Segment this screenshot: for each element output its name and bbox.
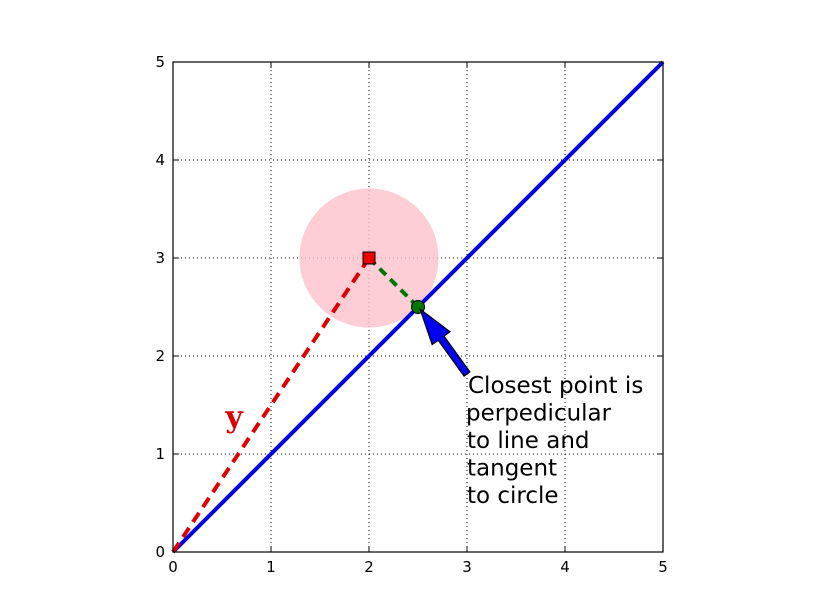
vector-y-line [171, 256, 371, 554]
y-tick-label: 2 [155, 347, 165, 365]
y-tick-label: 3 [155, 249, 165, 267]
annotation-text-line: to circle [467, 483, 559, 509]
y-tick-label: 0 [155, 543, 165, 561]
x-tick-label: 3 [462, 558, 472, 576]
vector-y-label: y [224, 400, 244, 435]
annotation-text-line: tangent [467, 456, 557, 482]
point-y-marker [362, 251, 376, 265]
x-tick-label: 0 [168, 558, 178, 576]
x-tick-label: 1 [266, 558, 276, 576]
x-tick-label: 5 [658, 558, 668, 576]
plot-frame [172, 61, 664, 553]
y-tick-label: 4 [155, 151, 165, 169]
annotation-text-line: to line and [467, 428, 590, 454]
annotation-text-line: perpedicular [466, 401, 612, 427]
annotation-arrow [418, 307, 471, 377]
y-tick-label: 5 [155, 53, 165, 71]
annotation-text-line: Closest point is [468, 373, 643, 399]
projection-segment [367, 256, 420, 309]
x-tick-label: 2 [364, 558, 374, 576]
axes-layer: 0 1 2 3 4 5 0 1 2 3 4 5 [155, 53, 667, 576]
y-tick-label: 1 [155, 445, 165, 463]
x-tick-label: 4 [560, 558, 570, 576]
